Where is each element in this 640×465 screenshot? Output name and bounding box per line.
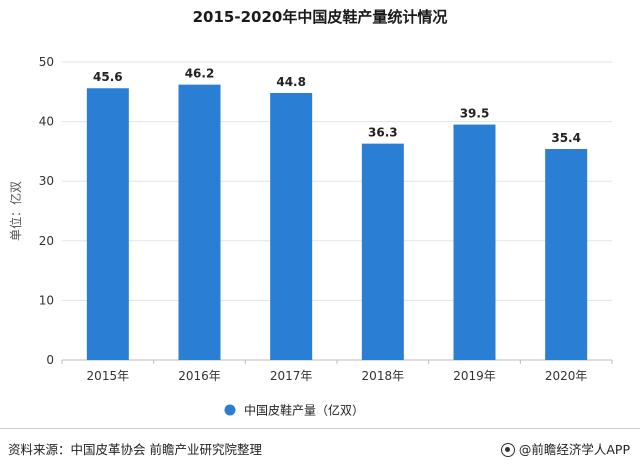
- y-tick-label: 0: [46, 353, 54, 367]
- bar-chart: 0 10 20 30 40 50 单位：亿双 45.6 2015年 46.2 2016年 44.8 20…: [8, 55, 613, 418]
- x-tick-label: 2018年: [362, 369, 405, 383]
- brand-credit: @前瞻经济学人APP: [500, 439, 630, 458]
- brand-logo-icon: [500, 443, 515, 457]
- x-tick-label: 2020年: [545, 369, 588, 383]
- y-tick-label: 40: [39, 115, 54, 129]
- bar: [270, 92, 313, 360]
- y-tick-label: 10: [39, 293, 54, 307]
- data-label: 35.4: [551, 131, 581, 145]
- legend-marker: [224, 404, 236, 416]
- x-tick-label: 2015年: [87, 369, 130, 383]
- bar: [178, 84, 221, 360]
- data-label: 36.3: [368, 126, 398, 140]
- y-tick-label: 20: [39, 234, 54, 248]
- x-tick-label: 2017年: [270, 369, 313, 383]
- data-label: 39.5: [460, 107, 490, 121]
- y-tick-label: 30: [39, 174, 54, 188]
- source-text: 资料来源：中国皮革协会 前瞻产业研究院整理: [8, 442, 262, 457]
- legend-label: 中国皮鞋产量（亿双）: [244, 403, 364, 418]
- data-label: 44.8: [276, 75, 306, 89]
- bar: [453, 124, 496, 360]
- bar: [86, 88, 129, 360]
- brand-text: @前瞻经济学人APP: [518, 442, 630, 457]
- footer: 资料来源：中国皮革协会 前瞻产业研究院整理 @前瞻经济学人APP: [0, 428, 640, 465]
- y-tick-label: 50: [39, 55, 54, 69]
- x-tick-label: 2016年: [178, 369, 221, 383]
- y-axis-label: 单位：亿双: [8, 181, 23, 241]
- data-label: 45.6: [93, 70, 123, 84]
- x-tick-label: 2019年: [453, 369, 496, 383]
- bar: [361, 143, 404, 360]
- bar: [545, 149, 588, 360]
- data-label: 46.2: [185, 67, 215, 81]
- chart-title: 2015-2020年中国皮鞋产量统计情况: [192, 8, 448, 26]
